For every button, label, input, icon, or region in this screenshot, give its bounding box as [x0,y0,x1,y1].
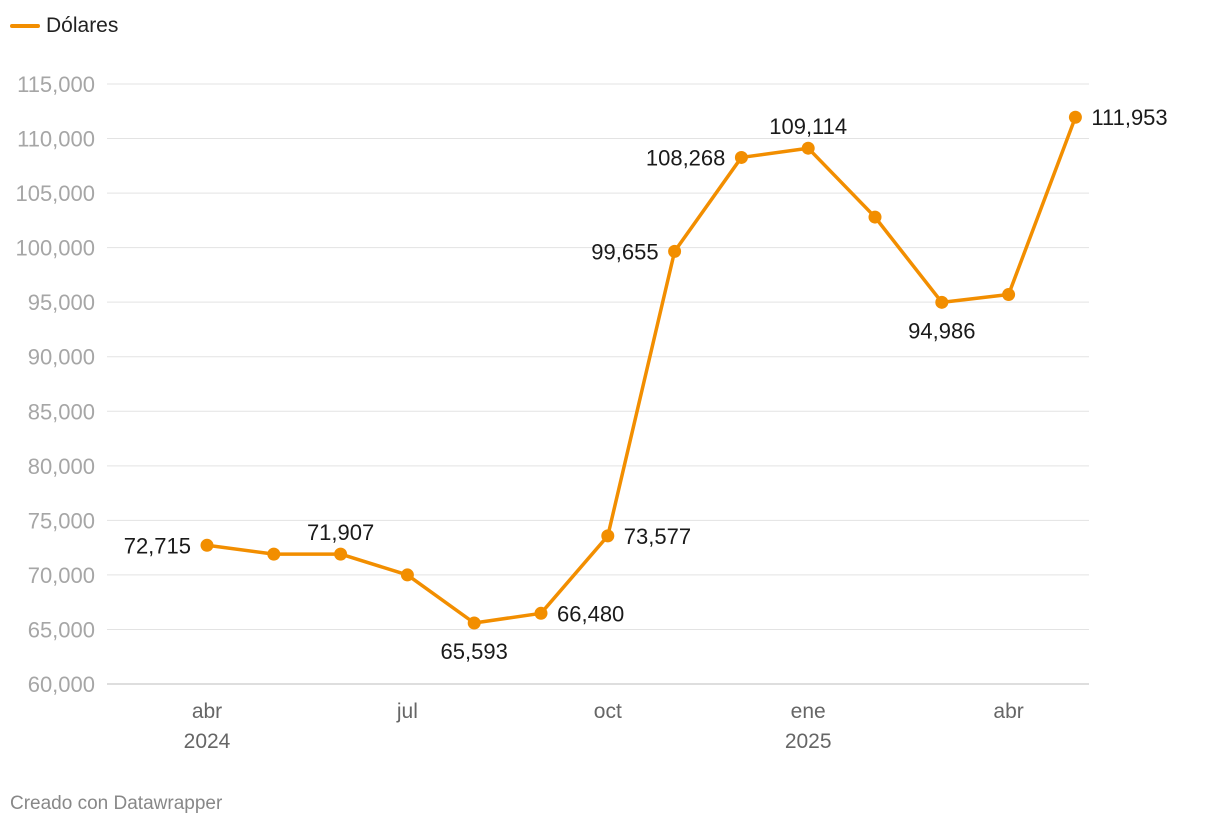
series-line [205,115,1078,625]
series-layer [200,110,1082,630]
legend: Dólares [10,14,118,38]
data-point [734,150,748,164]
legend-label: Dólares [46,14,119,37]
data-point [1002,288,1016,302]
data-point [200,538,214,552]
data-point [400,568,414,582]
data-labels: 72,715 71,907 65,593 66,480 73,577 99,655 108,… [124,105,1168,664]
x-axis: abr 2024 jul oct ene 2025 abr [184,700,1024,753]
y-axis: 60,000 65,000 70,000 75,000 80,000 85,000 90,0… [15,72,95,697]
data-label: 109,114 [769,114,847,139]
y-tick-label: 100,000 [15,236,95,261]
y-tick-label: 70,000 [28,563,95,588]
data-label: 71,907 [307,520,374,545]
x-tick-year-label: 2024 [184,730,231,753]
y-tick-label: 110,000 [17,127,95,152]
y-tick-label: 75,000 [28,508,95,533]
data-label: 65,593 [441,639,508,664]
gridlines [107,83,1089,685]
y-tick-label: 90,000 [28,345,95,370]
data-label: 99,655 [591,239,658,264]
y-tick-label: 95,000 [28,290,95,315]
y-tick-label: 85,000 [28,399,95,424]
data-label: 72,715 [124,533,191,558]
data-label: 111,953 [1091,105,1167,130]
x-tick-label: abr [192,700,222,723]
data-point [534,606,548,620]
x-tick-label: jul [396,700,418,723]
data-point [467,616,481,630]
line-chart: 60,000 65,000 70,000 75,000 80,000 85,000 90,0… [15,72,1168,753]
data-point [1068,110,1082,124]
data-point [267,547,281,561]
y-tick-label: 80,000 [28,454,95,479]
data-point [868,210,882,224]
x-tick-label: oct [594,700,622,723]
data-label: 94,986 [908,318,975,343]
data-point [334,547,348,561]
data-point [801,141,815,155]
y-tick-label: 65,000 [28,617,95,642]
x-tick-label: abr [993,700,1023,723]
data-point [668,244,682,258]
x-tick-label: ene [791,700,826,723]
legend-swatch [10,24,40,28]
data-point [935,295,949,309]
y-tick-label: 105,000 [15,181,95,206]
data-point [601,529,615,543]
credit-text[interactable]: Creado con Datawrapper [10,793,223,814]
data-label: 66,480 [557,601,624,626]
y-tick-label: 115,000 [17,72,95,97]
data-label: 108,268 [646,145,726,170]
y-tick-label: 60,000 [28,672,95,697]
x-tick-year-label: 2025 [785,730,832,753]
data-label: 73,577 [624,524,691,549]
